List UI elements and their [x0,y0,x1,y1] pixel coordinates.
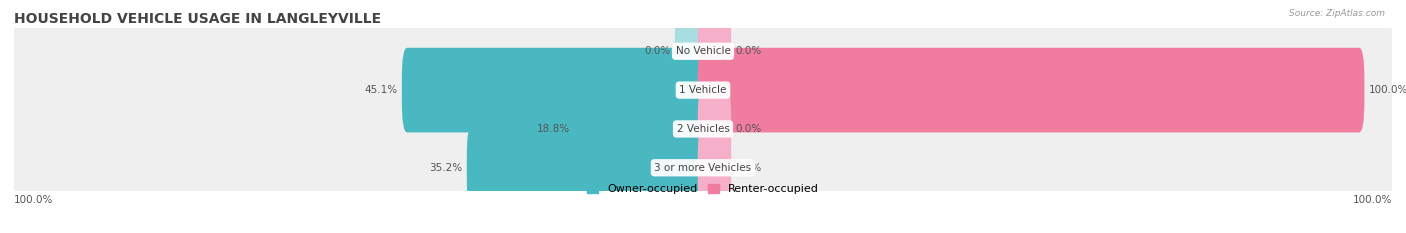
FancyBboxPatch shape [467,125,709,210]
FancyBboxPatch shape [697,125,731,210]
FancyBboxPatch shape [14,16,1392,87]
Text: 18.8%: 18.8% [537,124,569,134]
FancyBboxPatch shape [14,132,1392,203]
Text: 1 Vehicle: 1 Vehicle [679,85,727,95]
FancyBboxPatch shape [575,87,709,171]
FancyBboxPatch shape [14,93,1392,165]
Text: No Vehicle: No Vehicle [675,46,731,56]
Text: 100.0%: 100.0% [1353,195,1392,205]
Text: 3 or more Vehicles: 3 or more Vehicles [654,163,752,173]
FancyBboxPatch shape [14,54,1392,126]
FancyBboxPatch shape [697,87,731,171]
Text: 2 Vehicles: 2 Vehicles [676,124,730,134]
Text: HOUSEHOLD VEHICLE USAGE IN LANGLEYVILLE: HOUSEHOLD VEHICLE USAGE IN LANGLEYVILLE [14,12,381,26]
Text: 35.2%: 35.2% [429,163,463,173]
Text: 0.0%: 0.0% [735,163,762,173]
Text: 100.0%: 100.0% [14,195,53,205]
Text: 0.0%: 0.0% [644,46,671,56]
FancyBboxPatch shape [675,9,709,94]
Text: Source: ZipAtlas.com: Source: ZipAtlas.com [1289,9,1385,18]
Text: 0.0%: 0.0% [735,46,762,56]
Legend: Owner-occupied, Renter-occupied: Owner-occupied, Renter-occupied [582,179,824,199]
Text: 45.1%: 45.1% [364,85,398,95]
FancyBboxPatch shape [697,48,1364,132]
FancyBboxPatch shape [402,48,709,132]
Text: 100.0%: 100.0% [1369,85,1406,95]
FancyBboxPatch shape [697,9,731,94]
Text: 0.0%: 0.0% [735,124,762,134]
